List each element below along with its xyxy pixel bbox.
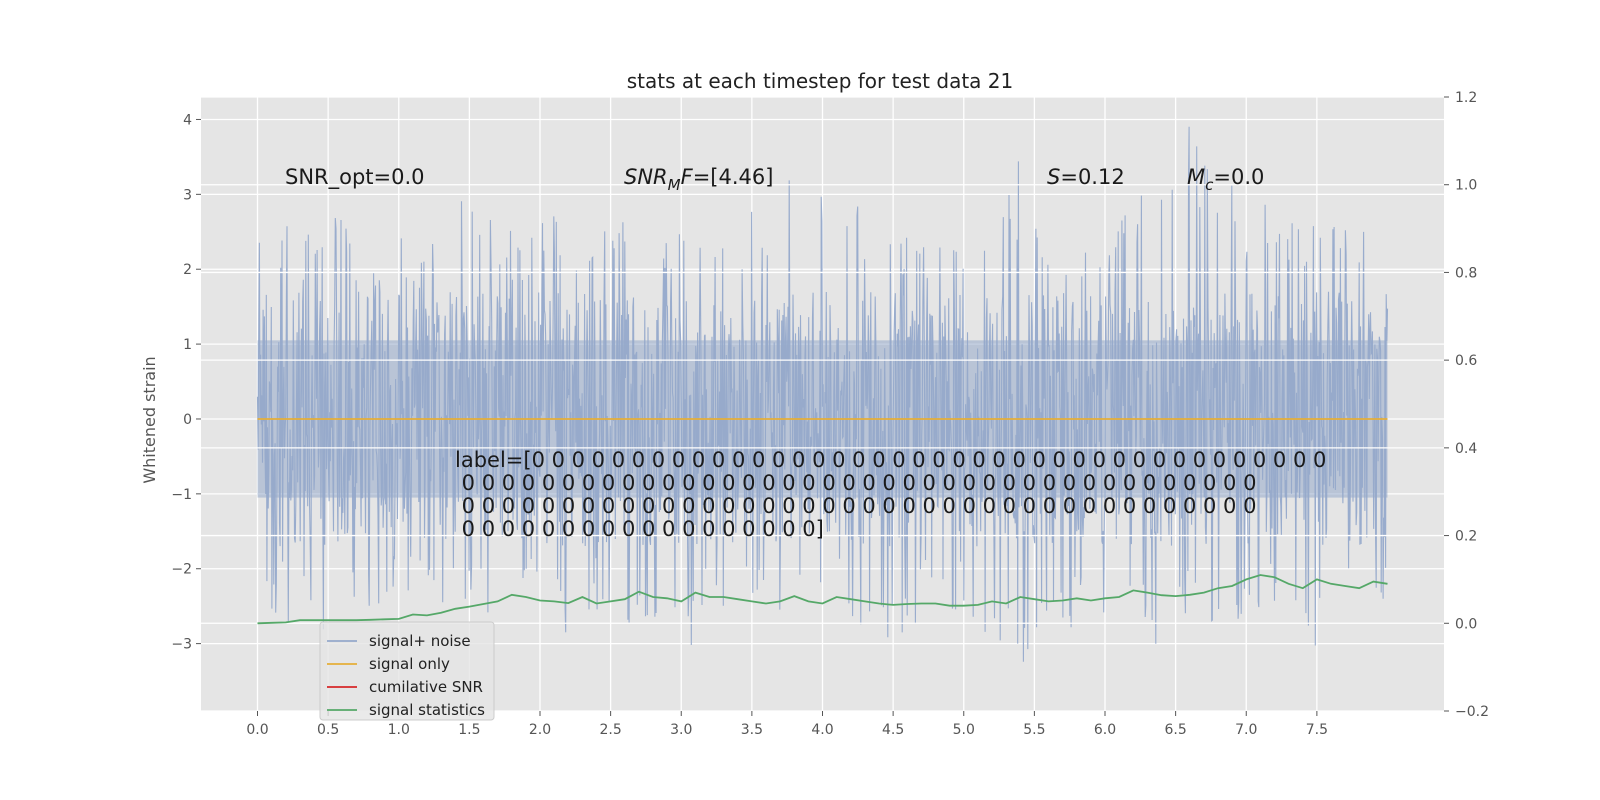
x-tick-label: 4.5 <box>882 722 904 738</box>
y2-tick-label: 0.2 <box>1455 529 1477 545</box>
y-tick-label: 1 <box>183 337 192 353</box>
y2-tick-label: −0.2 <box>1455 704 1489 720</box>
x-tick-label: 5.5 <box>1023 722 1045 738</box>
y-tick-label: −1 <box>171 487 192 503</box>
y2-tick-label: 0.6 <box>1455 353 1477 369</box>
y2-tick-label: 1.2 <box>1455 90 1477 106</box>
y-tick-label: 3 <box>183 187 192 203</box>
legend: signal+ noise signal only cumilative SNR si… <box>319 621 495 721</box>
x-tick-label: 4.0 <box>811 722 833 738</box>
x-tick-label: 2.0 <box>529 722 551 738</box>
x-tick-label: 3.5 <box>741 722 763 738</box>
x-tick-label: 0.0 <box>246 722 268 738</box>
label-annotation: label=[0 0 0 0 0 0 0 0 0 0 0 0 0 0 0 0 0… <box>455 448 1326 541</box>
y-tick-label: 4 <box>183 112 192 128</box>
x-tick-label: 1.0 <box>388 722 410 738</box>
x-tick-label: 6.0 <box>1094 722 1116 738</box>
legend-label: signal statistics <box>369 701 485 719</box>
x-tick-label: 0.5 <box>317 722 339 738</box>
snr-opt-annotation: SNR_opt=0.0 <box>285 165 425 190</box>
legend-label: signal+ noise <box>369 632 471 650</box>
legend-label: signal only <box>369 655 450 673</box>
y2-tick-label: 0.8 <box>1455 265 1477 281</box>
x-tick-label: 2.5 <box>599 722 621 738</box>
legend-label: cumilative SNR <box>369 678 483 696</box>
label-line: 0 0 0 0 0 0 0 0 0 0 0 0 0 0 0 0 0 0 0 0 … <box>455 471 1256 495</box>
y-tick-label: 2 <box>183 262 192 278</box>
x-tick-label: 7.0 <box>1235 722 1257 738</box>
legend-box <box>319 621 495 721</box>
x-tick-label: 3.0 <box>670 722 692 738</box>
mc-annotation: Mc=0.0 <box>1187 165 1264 194</box>
y-tick-label: 0 <box>183 412 192 428</box>
y2-tick-label: 0.4 <box>1455 441 1477 457</box>
label-line: 0 0 0 0 0 0 0 0 0 0 0 0 0 0 0 0 0 0] <box>455 517 824 541</box>
label-line: label=[0 0 0 0 0 0 0 0 0 0 0 0 0 0 0 0 0… <box>455 448 1326 472</box>
y2-tick-label: 1.0 <box>1455 178 1477 194</box>
y-axis-label: Whitened strain <box>140 356 159 483</box>
label-line: 0 0 0 0 0 0 0 0 0 0 0 0 0 0 0 0 0 0 0 0 … <box>455 494 1256 518</box>
y2-tick-label: 0.0 <box>1455 616 1477 632</box>
snr-mf-annotation: SNRMF=[4.46] <box>624 165 773 194</box>
x-tick-label: 1.5 <box>458 722 480 738</box>
line-series <box>257 418 1388 625</box>
axis-ticks: 0.0 0.5 1.0 1.5 2.0 2.5 3.0 3.5 4.0 4.5 5.0 5.5 6.0 6… <box>171 90 1489 738</box>
x-tick-label: 6.5 <box>1164 722 1186 738</box>
y-tick-label: −2 <box>171 562 192 578</box>
x-tick-label: 5.0 <box>953 722 975 738</box>
y-tick-label: −3 <box>171 637 192 653</box>
signal-statistics-line <box>257 574 1388 625</box>
annotations: SNR_opt=0.0 SNRMF=[4.46] S=0.12 Mc=0.0 l… <box>285 165 1326 541</box>
chart-title: stats at each timestep for test data 21 <box>627 69 1013 93</box>
s-annotation: S=0.12 <box>1047 165 1125 189</box>
x-tick-label: 7.5 <box>1306 722 1328 738</box>
